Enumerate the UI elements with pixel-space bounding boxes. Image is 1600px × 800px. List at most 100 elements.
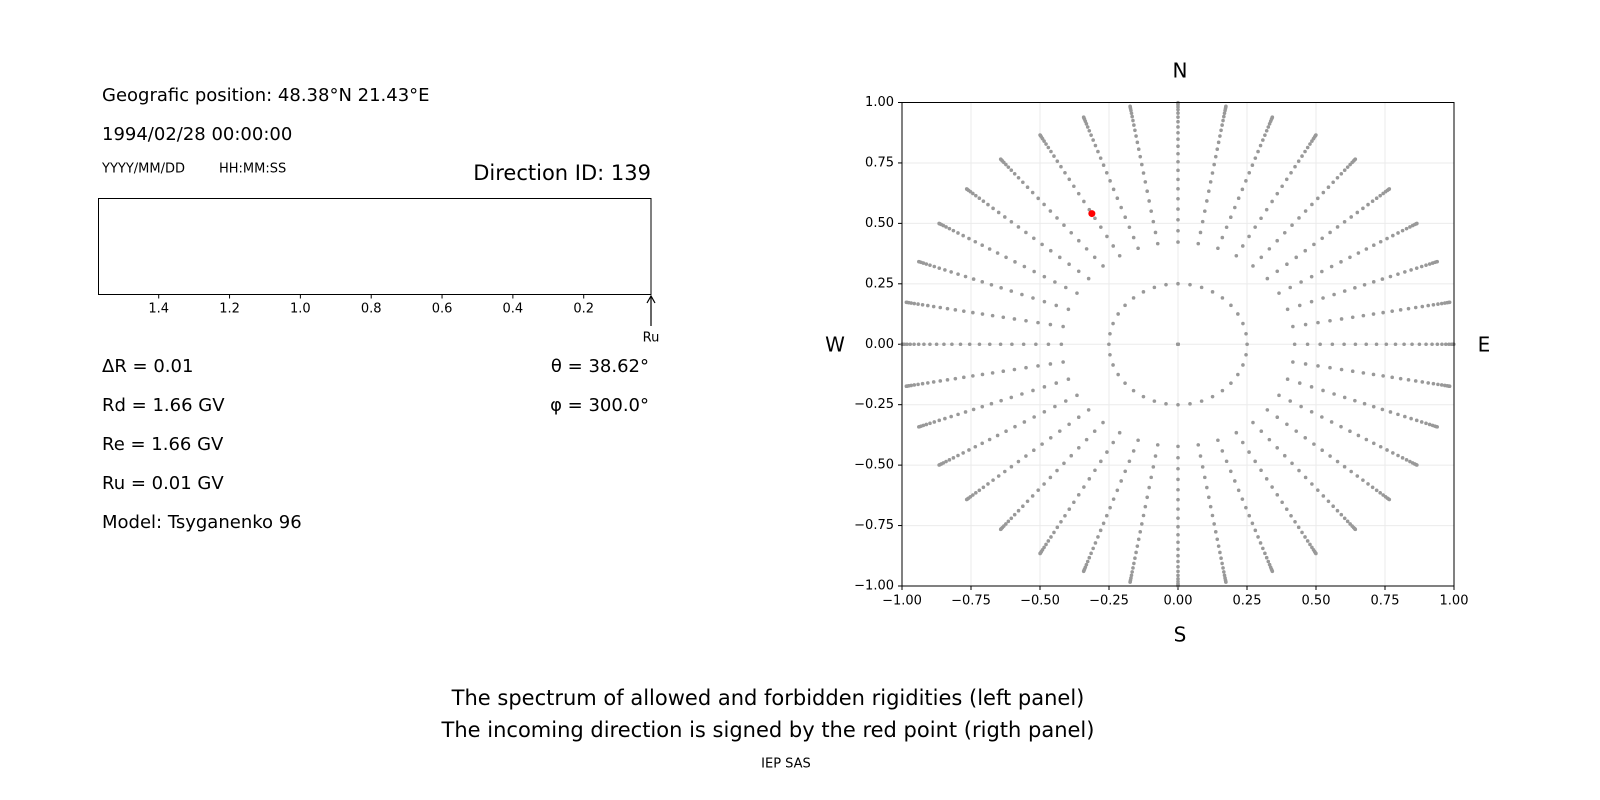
direction-point [1387, 497, 1392, 502]
direction-point [928, 263, 932, 267]
direction-point [1133, 128, 1137, 133]
direction-point [1115, 196, 1120, 201]
direction-point [1049, 535, 1053, 539]
direction-point [1222, 111, 1227, 116]
direction-point [1084, 247, 1089, 251]
x-tick-label: 0.6 [432, 302, 453, 317]
direction-point [1390, 375, 1394, 380]
direction-point [1303, 362, 1308, 366]
direction-point [1176, 444, 1180, 449]
direction-point [1031, 388, 1035, 393]
direction-point [962, 375, 966, 380]
direction-point [1016, 176, 1021, 180]
direction-point [1057, 429, 1062, 433]
direction-point [998, 527, 1003, 532]
direction-point [1218, 134, 1222, 138]
direction-point [1135, 140, 1140, 145]
direction-point [1277, 393, 1281, 398]
direction-point [1256, 535, 1260, 539]
direction-point [1424, 421, 1428, 426]
direction-point [1371, 312, 1376, 316]
direction-point [1176, 564, 1180, 569]
direction-point [1151, 465, 1156, 469]
direction-point [1093, 541, 1098, 545]
direction-point [1067, 422, 1071, 427]
direction-point [971, 277, 976, 281]
x-tick-label: 0.2 [573, 302, 594, 317]
direction-point [1057, 255, 1062, 260]
direction-point [928, 421, 932, 426]
direction-point [1022, 264, 1027, 269]
direction-point [1331, 504, 1335, 509]
direction-point [904, 300, 909, 305]
direction-point [1210, 171, 1215, 175]
direction-point [1285, 377, 1290, 381]
direction-point [1275, 493, 1280, 497]
direction-point [1258, 541, 1263, 545]
direction-point [1133, 556, 1137, 561]
direction-point [1320, 269, 1324, 274]
direction-point [1381, 310, 1385, 315]
direction-point [1331, 180, 1335, 185]
direction-point [1082, 199, 1086, 204]
direction-point [1143, 180, 1148, 184]
delta-r: ΔR = 0.01 [102, 356, 193, 377]
direction-point [1339, 260, 1343, 264]
direction-point [1220, 449, 1225, 453]
direction-point [974, 491, 978, 495]
direction-point [1176, 455, 1180, 460]
direction-point [991, 206, 995, 211]
direction-point [1059, 164, 1063, 169]
direction-point [1439, 301, 1444, 306]
direction-point [1364, 342, 1369, 347]
direction-point [1396, 272, 1400, 276]
direction-point [1143, 504, 1148, 509]
direction-point [1280, 500, 1284, 505]
direction-point [1013, 424, 1017, 429]
direction-point [1220, 296, 1225, 300]
direction-point [1198, 230, 1203, 235]
direction-point [1048, 435, 1053, 440]
direction-point [1216, 544, 1221, 548]
direction-point [1038, 551, 1042, 556]
credit: IEP SAS [761, 757, 811, 772]
direction-point [1032, 415, 1036, 419]
direction-point [1131, 566, 1135, 570]
direction-point [1435, 425, 1439, 429]
direction-point [1132, 123, 1136, 127]
direction-point [1291, 360, 1295, 364]
direction-point [1339, 424, 1343, 429]
direction-point [1155, 241, 1160, 246]
direction-point [1138, 154, 1143, 159]
direction-point [1111, 497, 1116, 501]
direction-point [1101, 420, 1105, 425]
direction-point [928, 342, 932, 347]
direction-point [1196, 443, 1201, 447]
direction-point [1353, 157, 1358, 161]
direction-point [1371, 372, 1376, 377]
direction-point [981, 485, 986, 490]
direction-point [1069, 453, 1074, 458]
direction-point [1136, 537, 1141, 542]
direction-point [1136, 246, 1140, 251]
direction-point [1374, 342, 1379, 347]
direction-point [961, 233, 965, 238]
direction-point [1042, 274, 1047, 279]
direction-point [1321, 494, 1326, 498]
direction-point [1046, 145, 1051, 150]
direction-point [1447, 384, 1452, 389]
direction-point [1308, 542, 1312, 547]
direction-point [931, 304, 936, 309]
direction-point [1350, 369, 1355, 374]
direction-point [1393, 342, 1398, 347]
direction-point [1250, 521, 1255, 526]
direction-point [1329, 420, 1334, 424]
direction-point [1176, 547, 1180, 552]
direction-point [1141, 171, 1146, 175]
direction-point [1408, 225, 1412, 229]
direction-point [924, 262, 929, 266]
direction-point [1092, 429, 1097, 433]
direction-point [1220, 123, 1224, 127]
direction-point [1176, 131, 1180, 135]
